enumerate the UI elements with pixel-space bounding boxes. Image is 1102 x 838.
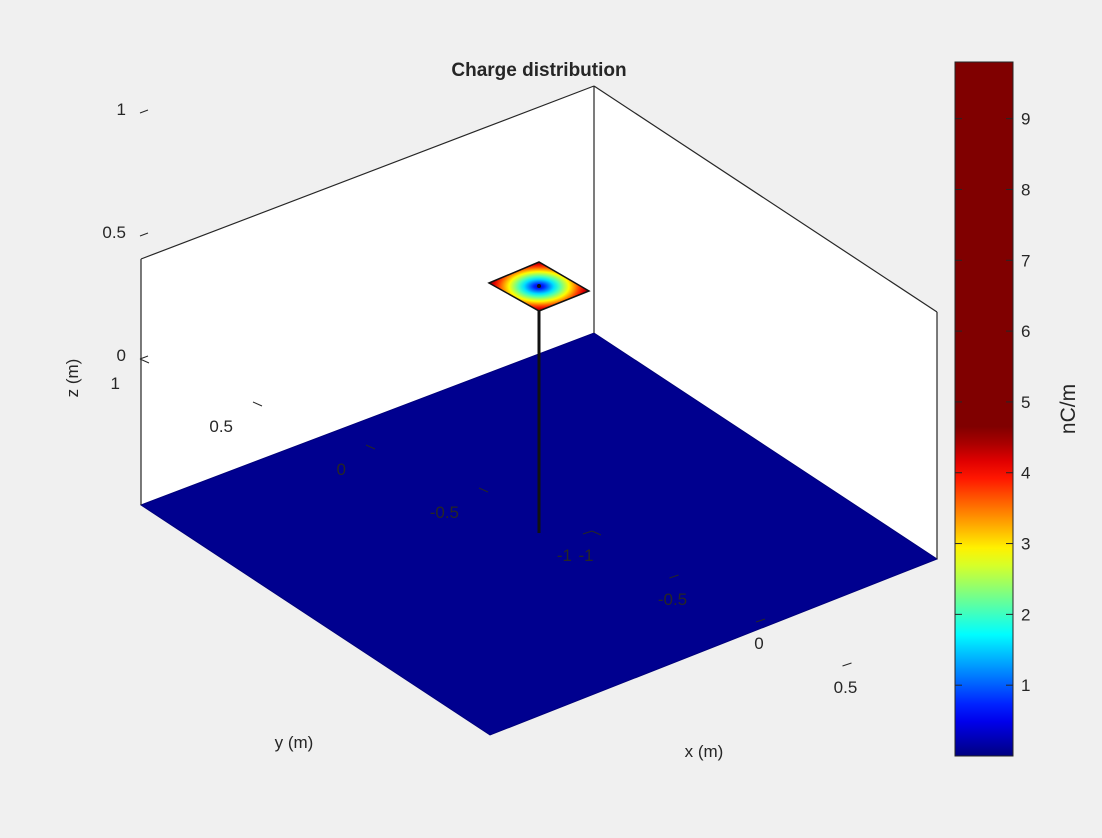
y-axis-label: y (m) (275, 733, 314, 752)
z-tick-mark (139, 355, 149, 360)
x-tick-label: -0.5 (658, 590, 687, 609)
x-tick-label: -1 (578, 546, 593, 565)
y-tick-mark (478, 487, 489, 493)
x-tick-label: 0 (754, 634, 763, 653)
y-tick-label: -1 (557, 546, 572, 565)
z-tick-mark (139, 232, 149, 237)
y-tick-mark (591, 530, 602, 536)
chart-title: Charge distribution (451, 60, 626, 81)
x-tick-mark (669, 574, 679, 579)
colorbar-tick-label: 6 (1021, 322, 1030, 341)
colorbar-tick-label: 4 (1021, 464, 1030, 483)
colorbar-tick-label: 5 (1021, 393, 1030, 412)
x-tick-mark (842, 662, 852, 667)
z-tick-label: 0.5 (102, 223, 126, 242)
y-tick-mark (139, 358, 150, 364)
colorbar-tick-label: 8 (1021, 180, 1030, 199)
y-tick-mark (365, 444, 376, 450)
colorbar-tick-label: 3 (1021, 535, 1030, 554)
x-tick-label: 0.5 (834, 678, 858, 697)
colorbar-ticks: 1 2 3 4 5 6 7 8 9 (955, 110, 1030, 695)
y-tick-label: 0 (337, 460, 346, 479)
colorbar-tick-label: 2 (1021, 605, 1030, 624)
x-axis-label: x (m) (685, 742, 724, 761)
edge-top-right (593, 85, 938, 313)
y-tick-mark (252, 401, 263, 407)
patch-feed-point (537, 284, 541, 288)
z-tick-label: 0 (117, 346, 126, 365)
back-wall-right (594, 86, 937, 559)
x-tick-mark (582, 530, 593, 535)
colorbar (954, 61, 1014, 757)
z-tick-mark (139, 109, 149, 114)
z-tick-label: 1 (117, 100, 126, 119)
z-axis-label: z (m) (63, 359, 82, 398)
y-tick-label: 1 (111, 374, 120, 393)
y-tick-label: -0.5 (430, 503, 459, 522)
axis-ticks: -1 -0.5 0 0.5 -1 -0.5 0 0.5 1 0 0.5 1 (102, 100, 857, 697)
axes-box-edges (140, 85, 938, 559)
x-tick-mark (755, 618, 766, 623)
colorbar-tick-label: 7 (1021, 251, 1030, 270)
colorbar-tick-label: 9 (1021, 110, 1030, 129)
edge-top-left (140, 85, 595, 260)
back-wall-left (141, 86, 594, 505)
colorbar-tick-label: 1 (1021, 676, 1030, 695)
y-tick-label: 0.5 (209, 417, 233, 436)
colorbar-label: nC/m (1057, 384, 1080, 434)
